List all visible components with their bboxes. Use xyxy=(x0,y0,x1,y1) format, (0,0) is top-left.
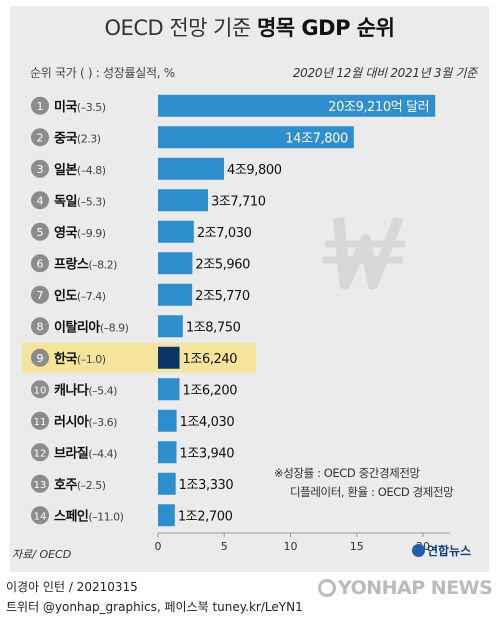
rank-number: 8 xyxy=(37,320,44,333)
country-label: 호주(–2.5) xyxy=(54,478,106,493)
bar-14 xyxy=(158,504,175,527)
rank-badge xyxy=(31,411,49,430)
rank-number: 5 xyxy=(37,226,44,239)
title-bold: 명목 GDP 순위 xyxy=(256,16,395,40)
value-label: 20조9,210억 달러 xyxy=(328,100,429,115)
rank-number: 11 xyxy=(34,417,47,428)
rank-badge xyxy=(31,159,49,178)
bar-11 xyxy=(158,409,177,432)
brand-name: 연합뉴스 xyxy=(427,544,472,558)
rank-number: 9 xyxy=(37,352,44,365)
rank-badge xyxy=(31,506,49,525)
highlight-row xyxy=(22,343,256,373)
rank-badge xyxy=(31,317,49,336)
footnote-line-2: 디플레이터, 환율 : OECD 경제전망 xyxy=(290,485,454,499)
bar-8 xyxy=(158,315,183,338)
value-label: 14조7,800 xyxy=(285,131,348,146)
x-tick-label: 0 xyxy=(155,540,162,553)
bar-12 xyxy=(158,441,177,464)
country-label: 캐나다(–5.4) xyxy=(54,382,117,398)
rank-badge xyxy=(31,128,49,147)
legend-caption: 순위 국가 ( ) : 성장률실적, % xyxy=(30,66,175,80)
rank-number: 6 xyxy=(37,257,44,270)
country-label: 브라질(–4.4) xyxy=(54,445,117,461)
date-basis: 2020년 12월 대비 2021년 3월 기준 xyxy=(292,66,477,80)
country-label: 영국(–9.9) xyxy=(54,226,106,241)
rank-number: 7 xyxy=(37,289,44,302)
rank-number: 4 xyxy=(37,194,44,207)
watermark: YONHAP NEWS xyxy=(318,577,493,599)
value-label: 2조5,960 xyxy=(195,257,250,272)
bar-1 xyxy=(158,94,436,117)
bar-2 xyxy=(158,126,354,149)
bar-10 xyxy=(158,378,180,401)
rank-number: 1 xyxy=(37,100,44,113)
value-label: 1조8,750 xyxy=(186,320,241,335)
value-label: 1조3,940 xyxy=(179,446,234,461)
x-tick-label: 10 xyxy=(284,540,298,553)
rank-number: 3 xyxy=(37,163,44,176)
value-label: 2조5,770 xyxy=(195,289,250,304)
x-tick-label: 5 xyxy=(221,540,228,553)
rank-number: 12 xyxy=(34,448,47,459)
chart-title: OECD 전망 기준 명목 GDP 순위 xyxy=(10,12,489,42)
x-tick-label: 15 xyxy=(350,540,364,553)
rank-badge xyxy=(31,380,49,399)
value-label: 1조3,330 xyxy=(179,478,234,493)
rank-badge xyxy=(31,254,49,273)
credit-social: 트위터 @yonhap_graphics, 페이스북 tuney.kr/LeYN… xyxy=(6,600,303,614)
title-light: OECD 전망 기준 xyxy=(104,16,252,40)
country-label: 중국(2.3) xyxy=(54,131,101,146)
bar-6 xyxy=(158,252,193,275)
country-label: 한국(–1.0) xyxy=(54,351,106,367)
rank-number: 2 xyxy=(37,131,44,144)
value-label: 4조9,800 xyxy=(227,163,282,178)
rank-badge xyxy=(31,474,49,493)
bar-3 xyxy=(158,157,224,180)
bar-5 xyxy=(158,220,194,243)
value-label: 1조6,240 xyxy=(183,352,238,367)
value-label: 2조7,030 xyxy=(197,226,252,241)
rank-badge xyxy=(31,348,49,367)
watermark-circle-icon xyxy=(318,579,336,597)
source-label: 자료/ OECD xyxy=(12,548,72,561)
yonhap-logo: 연합뉴스 xyxy=(412,542,471,559)
credit-author: 이경아 인턴 / 20210315 xyxy=(6,580,138,594)
rank-number: 14 xyxy=(34,511,47,522)
yonhap-logo-icon xyxy=(412,544,425,557)
footnote: ※성장률 : OECD 중간경제전망 디플레이터, 환율 : OECD 경제전망 xyxy=(274,464,454,502)
country-label: 미국(–3.5) xyxy=(54,99,106,115)
watermark-text: YONHAP NEWS xyxy=(338,577,493,599)
value-label: 1조6,200 xyxy=(182,383,237,398)
rank-number: 13 xyxy=(34,480,47,491)
bar-4 xyxy=(158,189,208,212)
country-label: 프랑스(–8.2) xyxy=(54,257,117,272)
country-label: 인도(–7.4) xyxy=(54,288,106,304)
bar-7 xyxy=(158,283,193,306)
won-symbol-icon xyxy=(322,216,406,290)
rank-number: 10 xyxy=(34,385,47,396)
rank-badge xyxy=(31,285,49,304)
value-label: 1조2,700 xyxy=(178,509,233,524)
value-label: 1조4,030 xyxy=(180,415,235,430)
country-label: 스페인(–11.0) xyxy=(54,508,124,524)
country-label: 이탈리아(–8.9) xyxy=(54,319,129,335)
bar-9 xyxy=(158,346,180,369)
rank-badge xyxy=(31,443,49,462)
footnote-line-1: ※성장률 : OECD 중간경제전망 xyxy=(274,466,420,480)
value-label: 3조7,710 xyxy=(211,194,266,209)
country-label: 독일(–5.3) xyxy=(54,194,106,209)
country-label: 러시아(–3.6) xyxy=(54,414,117,430)
rank-badge xyxy=(31,191,49,210)
rank-badge xyxy=(31,96,49,115)
rank-badge xyxy=(31,222,49,241)
bar-13 xyxy=(158,472,176,495)
country-label: 일본(–4.8) xyxy=(54,163,106,178)
